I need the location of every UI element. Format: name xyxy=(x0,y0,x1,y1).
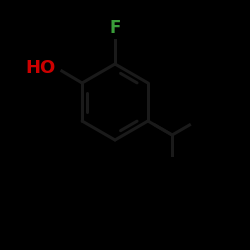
Text: F: F xyxy=(109,19,121,37)
Text: HO: HO xyxy=(26,59,56,77)
